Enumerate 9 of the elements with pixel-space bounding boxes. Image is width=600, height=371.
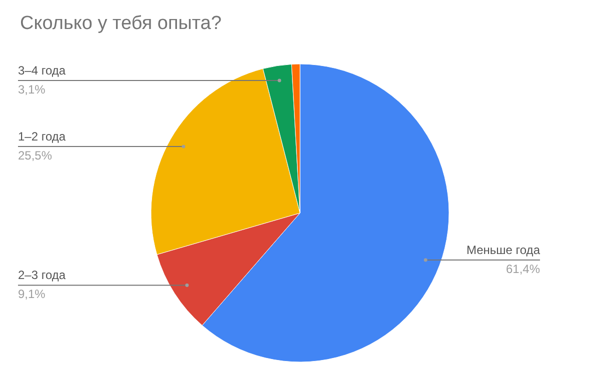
slice-label: Меньше года	[466, 243, 540, 258]
slice-label: 3–4 года	[18, 63, 66, 78]
data-label: 25,5%	[18, 148, 52, 163]
data-label: 3,1%	[18, 82, 46, 96]
slice-label: 2–3 года	[18, 268, 66, 282]
data-label: 61,4%	[506, 262, 540, 276]
chart-title: Сколько у тебя опыта?	[20, 13, 222, 34]
slice-label: 1–2 года	[18, 130, 66, 144]
data-label: 9,1%	[18, 287, 46, 302]
